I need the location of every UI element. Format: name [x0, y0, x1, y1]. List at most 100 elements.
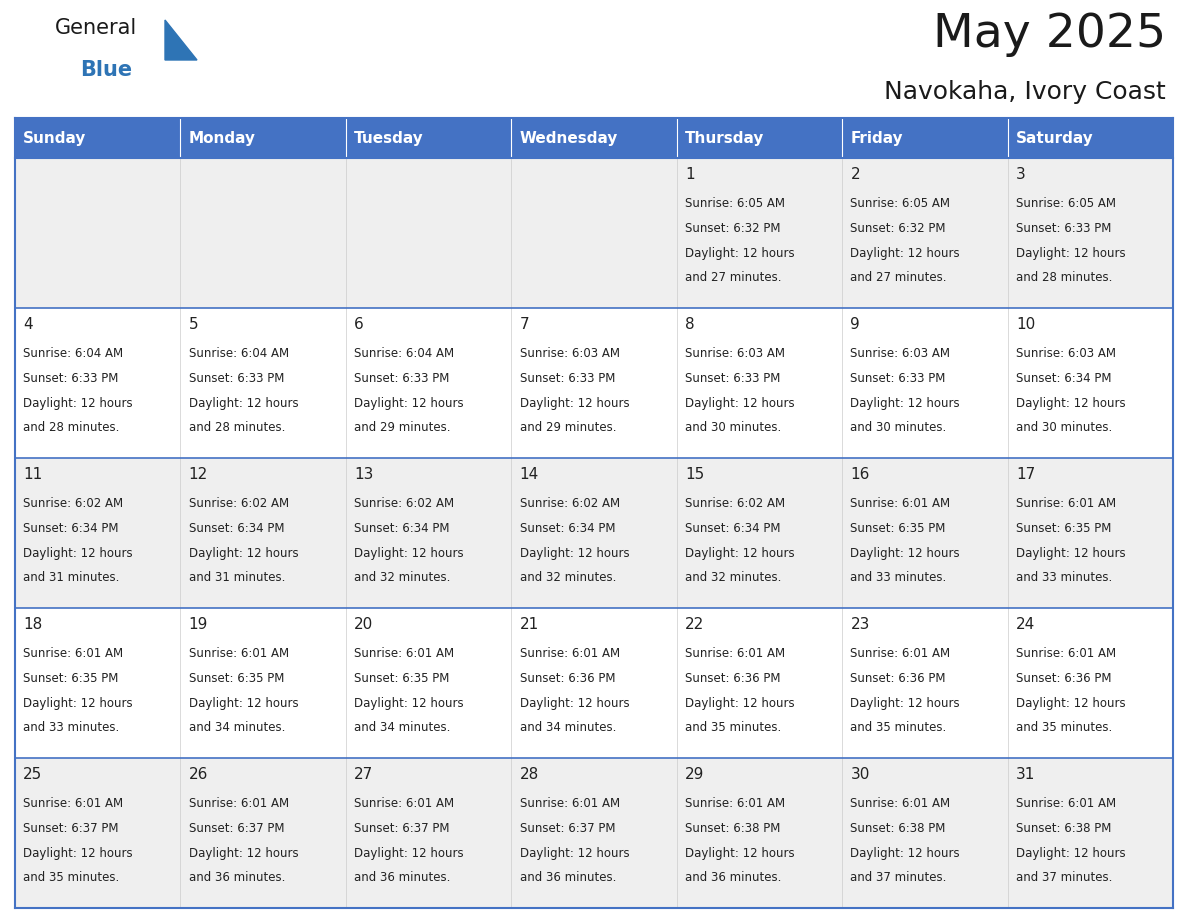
Text: and 30 minutes.: and 30 minutes.: [1016, 421, 1112, 434]
Text: Daylight: 12 hours: Daylight: 12 hours: [24, 697, 133, 710]
Text: Daylight: 12 hours: Daylight: 12 hours: [519, 546, 630, 559]
Text: Sunset: 6:34 PM: Sunset: 6:34 PM: [685, 521, 781, 535]
Text: 5: 5: [189, 317, 198, 332]
Text: Sunrise: 6:01 AM: Sunrise: 6:01 AM: [354, 647, 454, 660]
Text: Sunrise: 6:03 AM: Sunrise: 6:03 AM: [685, 347, 785, 360]
Text: and 35 minutes.: and 35 minutes.: [1016, 722, 1112, 734]
Text: Sunrise: 6:02 AM: Sunrise: 6:02 AM: [685, 497, 785, 510]
Text: Daylight: 12 hours: Daylight: 12 hours: [354, 397, 463, 409]
Text: Daylight: 12 hours: Daylight: 12 hours: [851, 397, 960, 409]
Text: 16: 16: [851, 467, 870, 482]
Text: Sunset: 6:36 PM: Sunset: 6:36 PM: [1016, 672, 1111, 685]
Bar: [15, 118, 181, 158]
Text: Sunset: 6:35 PM: Sunset: 6:35 PM: [354, 672, 449, 685]
Text: Sunrise: 6:04 AM: Sunrise: 6:04 AM: [24, 347, 124, 360]
Text: and 36 minutes.: and 36 minutes.: [519, 871, 615, 884]
Text: General: General: [55, 18, 138, 38]
Text: Daylight: 12 hours: Daylight: 12 hours: [354, 697, 463, 710]
Text: Daylight: 12 hours: Daylight: 12 hours: [519, 397, 630, 409]
Text: Sunrise: 6:04 AM: Sunrise: 6:04 AM: [354, 347, 454, 360]
Text: Sunrise: 6:01 AM: Sunrise: 6:01 AM: [354, 797, 454, 810]
Text: 7: 7: [519, 317, 529, 332]
Text: 22: 22: [685, 617, 704, 632]
Text: 17: 17: [1016, 467, 1035, 482]
Text: 11: 11: [24, 467, 43, 482]
Text: May 2025: May 2025: [933, 12, 1165, 57]
Text: Sunset: 6:33 PM: Sunset: 6:33 PM: [1016, 222, 1111, 235]
Text: Sunset: 6:36 PM: Sunset: 6:36 PM: [851, 672, 946, 685]
Text: and 32 minutes.: and 32 minutes.: [685, 571, 782, 584]
Text: and 36 minutes.: and 36 minutes.: [354, 871, 450, 884]
Text: Sunset: 6:36 PM: Sunset: 6:36 PM: [685, 672, 781, 685]
Text: Sunrise: 6:03 AM: Sunrise: 6:03 AM: [519, 347, 620, 360]
Text: Sunrise: 6:05 AM: Sunrise: 6:05 AM: [851, 197, 950, 210]
Text: 14: 14: [519, 467, 539, 482]
Text: 15: 15: [685, 467, 704, 482]
Text: Sunset: 6:35 PM: Sunset: 6:35 PM: [189, 672, 284, 685]
Text: and 27 minutes.: and 27 minutes.: [851, 271, 947, 285]
Text: 12: 12: [189, 467, 208, 482]
Text: 25: 25: [24, 767, 43, 782]
Text: 1: 1: [685, 167, 695, 182]
Text: Daylight: 12 hours: Daylight: 12 hours: [354, 546, 463, 559]
Text: and 27 minutes.: and 27 minutes.: [685, 271, 782, 285]
Text: and 33 minutes.: and 33 minutes.: [1016, 571, 1112, 584]
Text: 10: 10: [1016, 317, 1035, 332]
Text: Sunrise: 6:03 AM: Sunrise: 6:03 AM: [851, 347, 950, 360]
Text: 3: 3: [1016, 167, 1025, 182]
Text: and 35 minutes.: and 35 minutes.: [685, 722, 782, 734]
Text: 26: 26: [189, 767, 208, 782]
Text: Sunset: 6:35 PM: Sunset: 6:35 PM: [1016, 521, 1111, 535]
Text: Sunrise: 6:02 AM: Sunrise: 6:02 AM: [354, 497, 454, 510]
Text: Saturday: Saturday: [1016, 130, 1094, 145]
Text: and 31 minutes.: and 31 minutes.: [24, 571, 120, 584]
Text: and 37 minutes.: and 37 minutes.: [1016, 871, 1112, 884]
Text: Daylight: 12 hours: Daylight: 12 hours: [24, 546, 133, 559]
Text: Daylight: 12 hours: Daylight: 12 hours: [189, 846, 298, 859]
Text: Sunset: 6:37 PM: Sunset: 6:37 PM: [354, 822, 449, 834]
Text: and 36 minutes.: and 36 minutes.: [685, 871, 782, 884]
Text: and 30 minutes.: and 30 minutes.: [851, 421, 947, 434]
Text: Blue: Blue: [80, 60, 132, 80]
Text: and 32 minutes.: and 32 minutes.: [519, 571, 615, 584]
Text: 30: 30: [851, 767, 870, 782]
Text: and 30 minutes.: and 30 minutes.: [685, 421, 782, 434]
Text: Sunrise: 6:01 AM: Sunrise: 6:01 AM: [24, 647, 124, 660]
Text: and 37 minutes.: and 37 minutes.: [851, 871, 947, 884]
Text: 19: 19: [189, 617, 208, 632]
Text: Sunrise: 6:01 AM: Sunrise: 6:01 AM: [851, 497, 950, 510]
Text: Sunrise: 6:05 AM: Sunrise: 6:05 AM: [685, 197, 785, 210]
Text: Sunrise: 6:01 AM: Sunrise: 6:01 AM: [519, 797, 620, 810]
Text: and 35 minutes.: and 35 minutes.: [24, 871, 120, 884]
Text: Daylight: 12 hours: Daylight: 12 hours: [24, 397, 133, 409]
Text: Sunrise: 6:01 AM: Sunrise: 6:01 AM: [1016, 647, 1116, 660]
Text: Sunset: 6:33 PM: Sunset: 6:33 PM: [354, 372, 449, 385]
Text: and 34 minutes.: and 34 minutes.: [189, 722, 285, 734]
Text: Daylight: 12 hours: Daylight: 12 hours: [189, 697, 298, 710]
Text: Sunday: Sunday: [24, 130, 87, 145]
Text: 28: 28: [519, 767, 539, 782]
Text: 13: 13: [354, 467, 373, 482]
Text: Daylight: 12 hours: Daylight: 12 hours: [1016, 546, 1125, 559]
Text: Sunset: 6:34 PM: Sunset: 6:34 PM: [354, 521, 449, 535]
Text: Daylight: 12 hours: Daylight: 12 hours: [519, 697, 630, 710]
Text: Sunset: 6:33 PM: Sunset: 6:33 PM: [24, 372, 119, 385]
Text: Sunrise: 6:01 AM: Sunrise: 6:01 AM: [1016, 797, 1116, 810]
Text: Sunset: 6:37 PM: Sunset: 6:37 PM: [519, 822, 615, 834]
Text: 21: 21: [519, 617, 539, 632]
Text: and 31 minutes.: and 31 minutes.: [189, 571, 285, 584]
Text: Wednesday: Wednesday: [519, 130, 618, 145]
Polygon shape: [165, 20, 197, 60]
Text: Daylight: 12 hours: Daylight: 12 hours: [189, 546, 298, 559]
Text: Sunrise: 6:01 AM: Sunrise: 6:01 AM: [685, 797, 785, 810]
Text: Sunrise: 6:04 AM: Sunrise: 6:04 AM: [189, 347, 289, 360]
Text: Sunrise: 6:02 AM: Sunrise: 6:02 AM: [519, 497, 620, 510]
Text: Sunset: 6:33 PM: Sunset: 6:33 PM: [851, 372, 946, 385]
Text: Sunrise: 6:01 AM: Sunrise: 6:01 AM: [851, 647, 950, 660]
Text: Daylight: 12 hours: Daylight: 12 hours: [851, 546, 960, 559]
Text: 24: 24: [1016, 617, 1035, 632]
Bar: [15, 308, 1173, 458]
Text: Sunset: 6:37 PM: Sunset: 6:37 PM: [24, 822, 119, 834]
Text: Sunset: 6:34 PM: Sunset: 6:34 PM: [1016, 372, 1111, 385]
Text: Daylight: 12 hours: Daylight: 12 hours: [685, 546, 795, 559]
